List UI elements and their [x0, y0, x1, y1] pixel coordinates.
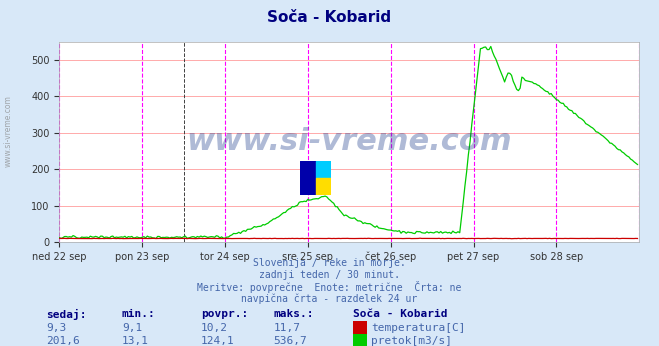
- Text: maks.:: maks.:: [273, 309, 314, 319]
- Text: www.si-vreme.com: www.si-vreme.com: [186, 127, 512, 156]
- Text: Soča - Kobarid: Soča - Kobarid: [268, 10, 391, 25]
- Text: 11,7: 11,7: [273, 323, 301, 333]
- Text: pretok[m3/s]: pretok[m3/s]: [371, 336, 452, 346]
- Text: 9,3: 9,3: [46, 323, 67, 333]
- Text: www.si-vreme.com: www.si-vreme.com: [3, 95, 13, 167]
- Text: 201,6: 201,6: [46, 336, 80, 346]
- Text: Meritve: povprečne  Enote: metrične  Črta: ne: Meritve: povprečne Enote: metrične Črta:…: [197, 281, 462, 293]
- Text: Soča - Kobarid: Soča - Kobarid: [353, 309, 447, 319]
- Text: 9,1: 9,1: [122, 323, 142, 333]
- Text: Slovenija / reke in morje.: Slovenija / reke in morje.: [253, 258, 406, 268]
- Text: 124,1: 124,1: [201, 336, 235, 346]
- Bar: [316, 178, 331, 195]
- Text: 13,1: 13,1: [122, 336, 149, 346]
- Text: zadnji teden / 30 minut.: zadnji teden / 30 minut.: [259, 270, 400, 280]
- Text: 10,2: 10,2: [201, 323, 228, 333]
- Text: 536,7: 536,7: [273, 336, 307, 346]
- Text: povpr.:: povpr.:: [201, 309, 248, 319]
- Bar: [300, 161, 316, 195]
- Bar: [316, 161, 331, 178]
- Text: min.:: min.:: [122, 309, 156, 319]
- Text: navpična črta - razdelek 24 ur: navpična črta - razdelek 24 ur: [241, 293, 418, 303]
- Text: sedaj:: sedaj:: [46, 309, 86, 320]
- Text: temperatura[C]: temperatura[C]: [371, 323, 465, 333]
